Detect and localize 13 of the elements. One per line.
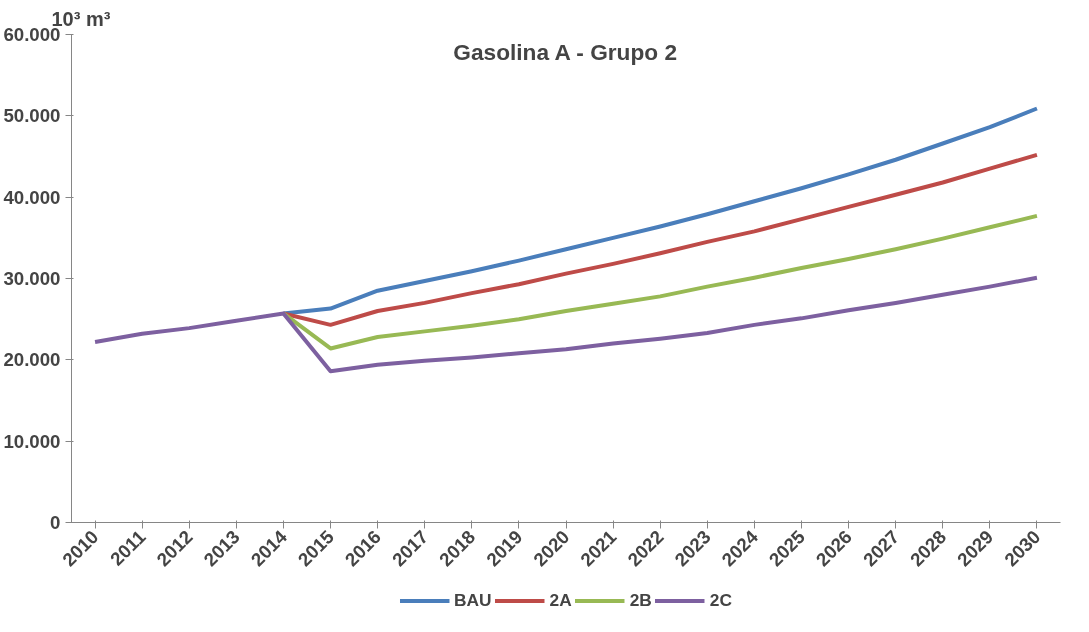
y-tick-label: 30.000 <box>3 268 61 289</box>
y-tick-label: 20.000 <box>3 349 61 371</box>
y-tick-label: 40.000 <box>3 186 61 208</box>
y-tick-label: 50.000 <box>3 105 61 127</box>
legend-label: 2A <box>549 589 572 611</box>
line-series <box>281 106 1039 316</box>
line-series <box>93 275 1039 374</box>
legend-label: BAU <box>453 589 492 611</box>
legend-label: 2B <box>629 589 652 611</box>
legend-label: 2C <box>709 589 733 611</box>
chart-title: Gasolina A - Grupo 2 <box>453 38 677 65</box>
y-tick-label: 10.000 <box>3 430 61 452</box>
y-tick-label: 0 <box>50 512 61 533</box>
